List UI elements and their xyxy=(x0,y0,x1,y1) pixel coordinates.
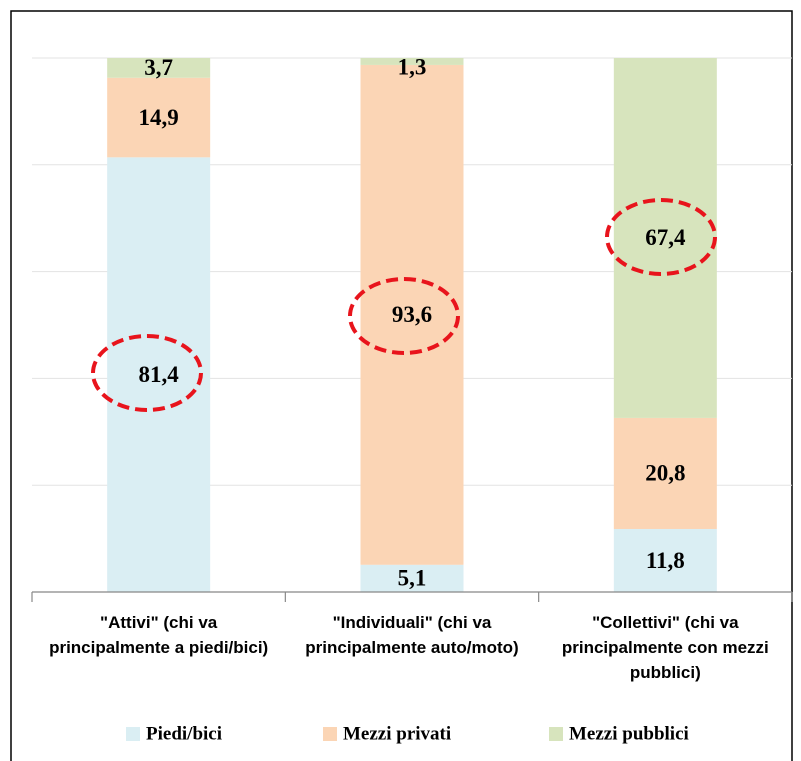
x-tick-label: "Collettivi" (chi va principalmente con … xyxy=(561,613,769,682)
bar-segment xyxy=(613,58,717,418)
value-label: 81,4 xyxy=(139,362,180,387)
highlight-ellipse xyxy=(348,277,460,355)
bar-segment xyxy=(107,77,211,158)
x-tick-label: "Individuali" (chi va principalmente aut… xyxy=(305,613,519,657)
bar-segment xyxy=(613,417,717,529)
value-label: 1,3 xyxy=(398,54,427,79)
legend-label: Mezzi pubblici xyxy=(569,723,689,744)
value-label: 11,8 xyxy=(646,548,685,573)
bar-segment xyxy=(107,157,211,592)
value-label: 67,4 xyxy=(645,225,686,250)
x-tick-label: "Attivi" (chi va principalmente a piedi/… xyxy=(49,613,269,657)
value-label: 93,6 xyxy=(392,302,432,327)
bar-segment xyxy=(613,528,717,592)
bar-segment xyxy=(360,58,464,65)
chart-border xyxy=(10,10,793,761)
bar-segment xyxy=(107,58,211,78)
bar-segment xyxy=(360,564,464,592)
value-label: 5,1 xyxy=(398,566,427,591)
bar-segment xyxy=(360,64,464,565)
legend-swatch xyxy=(323,727,337,741)
highlight-ellipse xyxy=(91,334,203,412)
value-label: 14,9 xyxy=(139,105,179,130)
legend-swatch xyxy=(549,727,563,741)
legend-label: Mezzi privati xyxy=(343,723,451,744)
legend-label: Piedi/bici xyxy=(146,723,222,744)
legend-swatch xyxy=(126,727,140,741)
highlight-ellipse xyxy=(605,198,717,276)
value-label: 20,8 xyxy=(645,461,685,486)
value-label: 3,7 xyxy=(144,55,173,80)
